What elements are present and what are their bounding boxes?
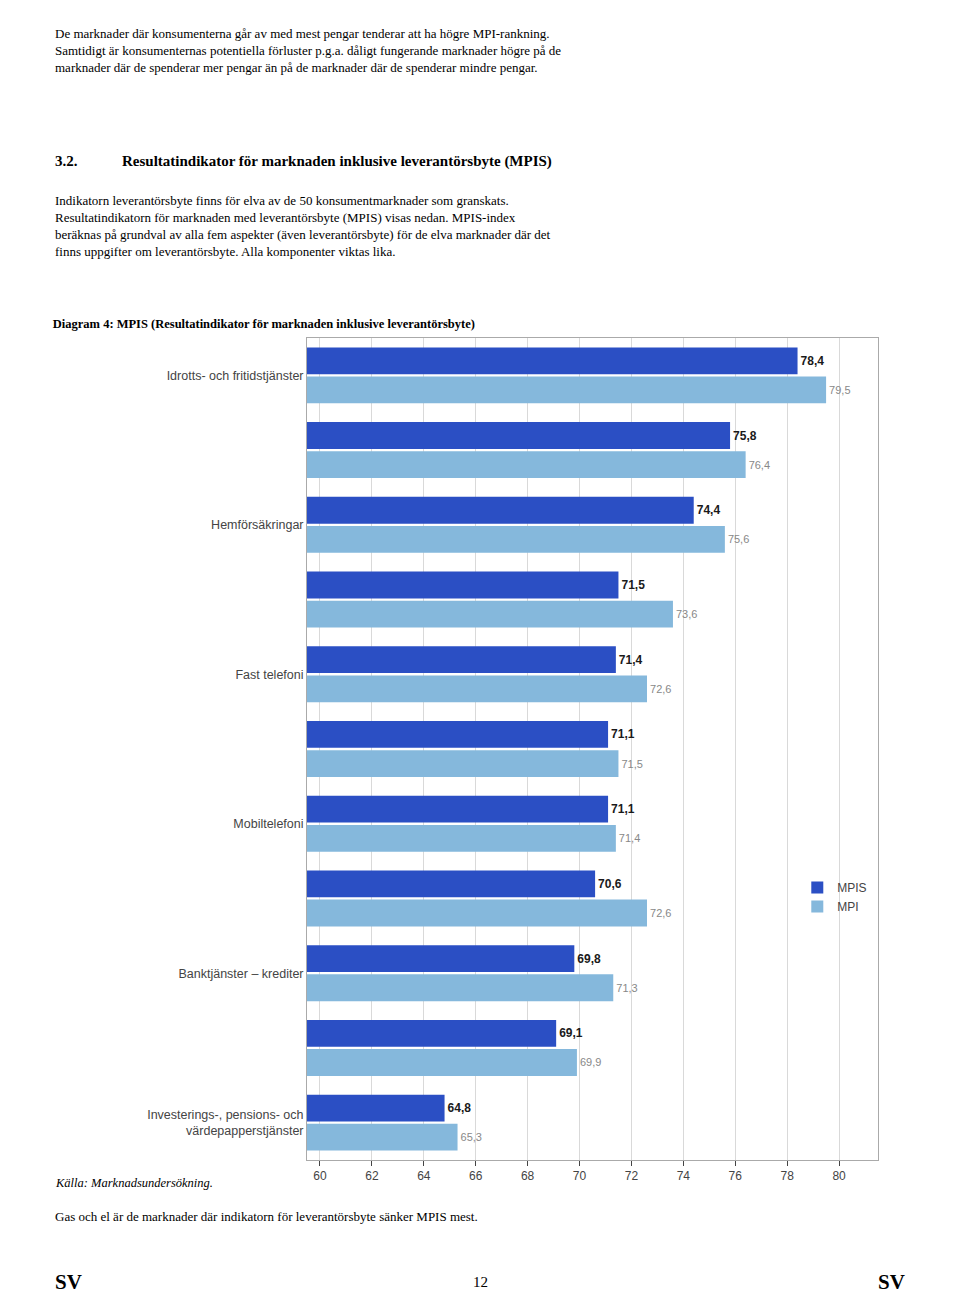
svg-text:76: 76: [729, 1169, 743, 1183]
svg-text:60: 60: [313, 1169, 327, 1183]
svg-text:72: 72: [625, 1169, 639, 1183]
svg-text:Investerings-, pensions- ochvä: Investerings-, pensions- ochvärdepappers…: [147, 1108, 303, 1138]
svg-text:78: 78: [780, 1169, 794, 1183]
svg-text:MPIS: MPIS: [837, 881, 866, 895]
svg-text:12: 12: [473, 1274, 488, 1290]
svg-text:71,1: 71,1: [611, 802, 635, 816]
svg-text:66: 66: [469, 1169, 483, 1183]
svg-text:70,6: 70,6: [598, 877, 622, 891]
svg-text:73,6: 73,6: [676, 608, 697, 620]
svg-text:78,4: 78,4: [801, 354, 825, 368]
svg-text:71,3: 71,3: [616, 982, 637, 994]
svg-text:SV: SV: [878, 1270, 905, 1294]
svg-text:64,8: 64,8: [448, 1101, 472, 1115]
svg-text:Indikatorn leverantörsbyte fin: Indikatorn leverantörsbyte finns för elv…: [55, 193, 551, 259]
svg-text:76,4: 76,4: [749, 459, 770, 471]
svg-text:Hemförsäkringar: Hemförsäkringar: [211, 518, 303, 532]
svg-text:69,8: 69,8: [577, 952, 601, 966]
svg-text:69,1: 69,1: [559, 1026, 583, 1040]
svg-text:72,6: 72,6: [650, 683, 671, 695]
svg-text:70: 70: [573, 1169, 587, 1183]
svg-text:75,6: 75,6: [728, 533, 749, 545]
svg-text:Gas och el är de marknader där: Gas och el är de marknader där indikator…: [55, 1209, 478, 1224]
svg-text:Banktjänster – krediter: Banktjänster – krediter: [178, 967, 303, 981]
svg-text:3.2.: 3.2.: [55, 153, 78, 169]
svg-text:71,4: 71,4: [619, 653, 643, 667]
svg-text:Fast telefoni: Fast telefoni: [235, 668, 303, 682]
svg-text:74: 74: [677, 1169, 691, 1183]
svg-text:75,8: 75,8: [733, 429, 757, 443]
svg-text:De marknader där konsumenterna: De marknader där konsumenterna går av me…: [55, 26, 561, 75]
svg-text:SV: SV: [55, 1270, 82, 1294]
svg-text:71,5: 71,5: [621, 578, 645, 592]
svg-text:64: 64: [417, 1169, 431, 1183]
svg-text:71,4: 71,4: [619, 832, 640, 844]
svg-text:79,5: 79,5: [829, 384, 850, 396]
svg-text:65,3: 65,3: [461, 1131, 482, 1143]
svg-text:71,1: 71,1: [611, 727, 635, 741]
svg-text:74,4: 74,4: [697, 503, 721, 517]
svg-text:MPI: MPI: [837, 900, 858, 914]
svg-text:Resultatindikator för marknade: Resultatindikator för marknaden inklusiv…: [122, 153, 552, 170]
svg-text:71,5: 71,5: [621, 758, 642, 770]
svg-text:Källa: Marknadsundersökning.: Källa: Marknadsundersökning.: [55, 1176, 213, 1190]
svg-text:80: 80: [832, 1169, 846, 1183]
svg-text:Idrotts- och fritidstjänster: Idrotts- och fritidstjänster: [167, 369, 304, 383]
svg-text:69,9: 69,9: [580, 1056, 601, 1068]
svg-text:Mobiltelefoni: Mobiltelefoni: [233, 817, 303, 831]
svg-text:Diagram 4: MPIS (Resultatindik: Diagram 4: MPIS (Resultatindikator för m…: [53, 317, 475, 331]
svg-text:62: 62: [365, 1169, 379, 1183]
svg-text:68: 68: [521, 1169, 535, 1183]
svg-text:72,6: 72,6: [650, 907, 671, 919]
